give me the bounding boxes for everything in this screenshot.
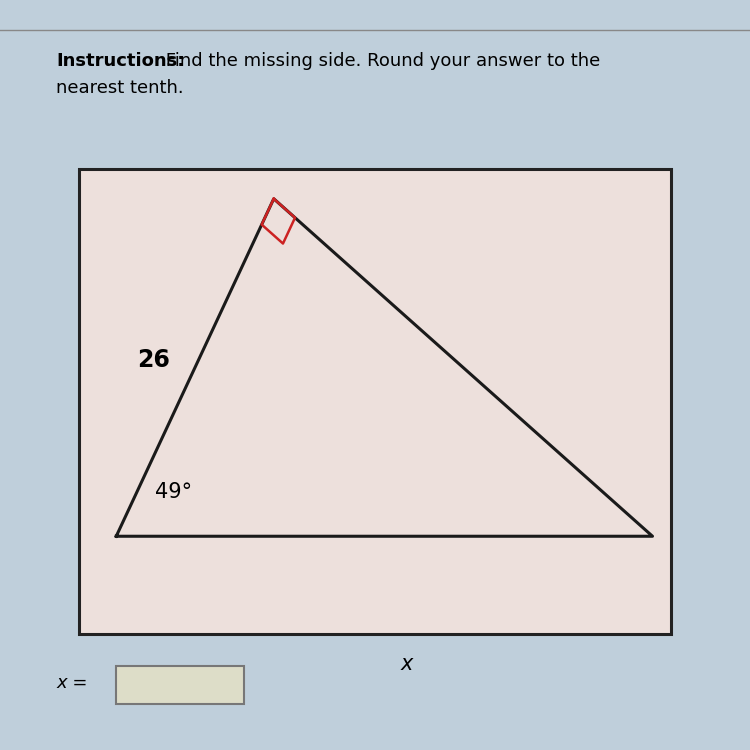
Text: 49°: 49°: [155, 482, 192, 502]
Text: Instructions:: Instructions:: [56, 53, 184, 70]
Text: 26: 26: [137, 348, 170, 372]
Text: nearest tenth.: nearest tenth.: [56, 79, 184, 97]
Text: x: x: [400, 654, 413, 674]
Text: Find the missing side. Round your answer to the: Find the missing side. Round your answer…: [160, 53, 600, 70]
Bar: [79, 169, 671, 634]
Bar: [116, 666, 244, 704]
Text: x =: x =: [56, 674, 88, 692]
